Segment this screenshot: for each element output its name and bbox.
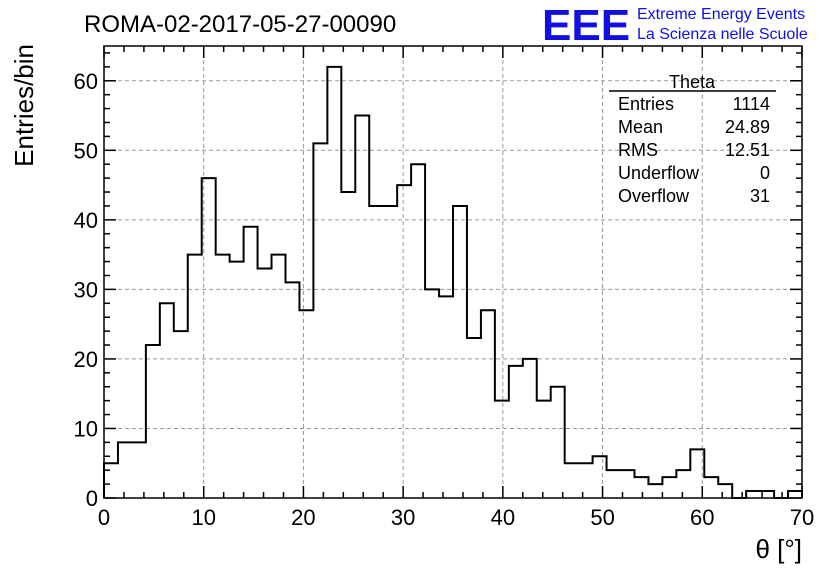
y-axis-title: Entries/bin bbox=[9, 44, 39, 167]
histogram-bin bbox=[132, 442, 146, 498]
histogram-bin bbox=[439, 296, 453, 498]
histogram-bin bbox=[118, 442, 132, 498]
histogram-bin bbox=[662, 477, 676, 498]
x-tick-label: 0 bbox=[98, 505, 110, 530]
histogram-bin bbox=[509, 366, 523, 498]
histogram-bin bbox=[746, 491, 760, 498]
y-tick-label: 0 bbox=[86, 486, 98, 511]
histogram-bin bbox=[369, 206, 383, 498]
stats-label: Underflow bbox=[618, 163, 700, 183]
histogram-bin bbox=[551, 387, 565, 498]
histogram-bin bbox=[565, 463, 579, 498]
stats-label: RMS bbox=[618, 140, 658, 160]
histogram-bin bbox=[425, 289, 439, 498]
x-tick-label: 50 bbox=[590, 505, 614, 530]
histogram-bin bbox=[355, 116, 369, 498]
logo-mark: EEE bbox=[542, 1, 630, 50]
chart-title: ROMA-02-2017-05-27-00090 bbox=[84, 11, 396, 38]
histogram-bin bbox=[313, 143, 327, 498]
stats-value: 12.51 bbox=[725, 140, 770, 160]
histogram-bin bbox=[788, 491, 802, 498]
stats-value: 24.89 bbox=[725, 117, 770, 137]
histogram-bin bbox=[411, 164, 425, 498]
grid-lines bbox=[104, 46, 802, 498]
histogram-bin bbox=[397, 185, 411, 498]
histogram-bin bbox=[481, 310, 495, 498]
stats-box: Theta Entries 1114 Mean 24.89 RMS 12.51 Underf… bbox=[609, 72, 776, 206]
histogram-bin bbox=[216, 255, 230, 498]
stats-value: 31 bbox=[750, 186, 770, 206]
histogram-bin bbox=[579, 463, 593, 498]
y-tick-label: 10 bbox=[74, 416, 98, 441]
histogram-bin bbox=[648, 484, 662, 498]
histogram-bin bbox=[341, 192, 355, 498]
histogram-bin bbox=[634, 477, 648, 498]
histogram-bin bbox=[704, 477, 718, 498]
x-tick-label: 60 bbox=[690, 505, 714, 530]
histogram-bin bbox=[495, 401, 509, 498]
histogram-bin bbox=[188, 255, 202, 498]
axis-ticks bbox=[103, 46, 803, 499]
y-tick-label: 30 bbox=[74, 277, 98, 302]
histogram-bin bbox=[258, 269, 272, 498]
x-tick-label: 40 bbox=[491, 505, 515, 530]
histogram-bin bbox=[146, 345, 160, 498]
histogram-bin bbox=[383, 206, 397, 498]
histogram-bin bbox=[285, 282, 299, 498]
y-tick-label: 50 bbox=[74, 138, 98, 163]
y-tick-labels: 0 10 20 30 40 50 60 bbox=[74, 69, 98, 511]
stats-label: Mean bbox=[618, 117, 663, 137]
histogram-bin bbox=[718, 484, 732, 498]
histogram-bin bbox=[244, 227, 258, 498]
y-tick-label: 40 bbox=[74, 208, 98, 233]
eee-logo: EEE Extreme Energy Events La Scienza nel… bbox=[542, 1, 808, 50]
histogram-bin bbox=[272, 255, 286, 498]
x-tick-labels: 0 10 20 30 40 50 60 70 bbox=[98, 505, 814, 530]
histogram-bin bbox=[202, 178, 216, 498]
y-tick-label: 20 bbox=[74, 347, 98, 372]
y-tick-label: 60 bbox=[74, 69, 98, 94]
stats-value: 0 bbox=[760, 163, 770, 183]
histogram-bin bbox=[299, 310, 313, 498]
histogram-bin bbox=[327, 67, 341, 498]
histogram-bin bbox=[453, 206, 467, 498]
histogram-bin bbox=[230, 262, 244, 498]
x-tick-label: 20 bbox=[291, 505, 315, 530]
histogram-bin bbox=[160, 303, 174, 498]
stats-box-title: Theta bbox=[669, 72, 716, 92]
histogram-bin bbox=[467, 338, 481, 498]
histogram-bin bbox=[593, 456, 607, 498]
logo-line-2: La Scienza nelle Scuole bbox=[637, 26, 808, 43]
stats-label: Entries bbox=[618, 94, 674, 114]
x-tick-label: 70 bbox=[790, 505, 814, 530]
histogram-bin bbox=[104, 463, 118, 498]
histogram-bin bbox=[174, 331, 188, 498]
stats-value: 1114 bbox=[733, 94, 770, 114]
histogram-bin bbox=[537, 401, 551, 498]
plot-frame bbox=[103, 45, 803, 499]
stats-label: Overflow bbox=[618, 186, 690, 206]
x-tick-label: 30 bbox=[391, 505, 415, 530]
x-tick-label: 10 bbox=[191, 505, 215, 530]
histogram-outline bbox=[103, 65, 803, 499]
x-axis-title: θ [°] bbox=[755, 534, 802, 564]
logo-line-1: Extreme Energy Events bbox=[637, 6, 805, 23]
histogram-bin bbox=[607, 470, 621, 498]
histogram-bin bbox=[676, 470, 690, 498]
